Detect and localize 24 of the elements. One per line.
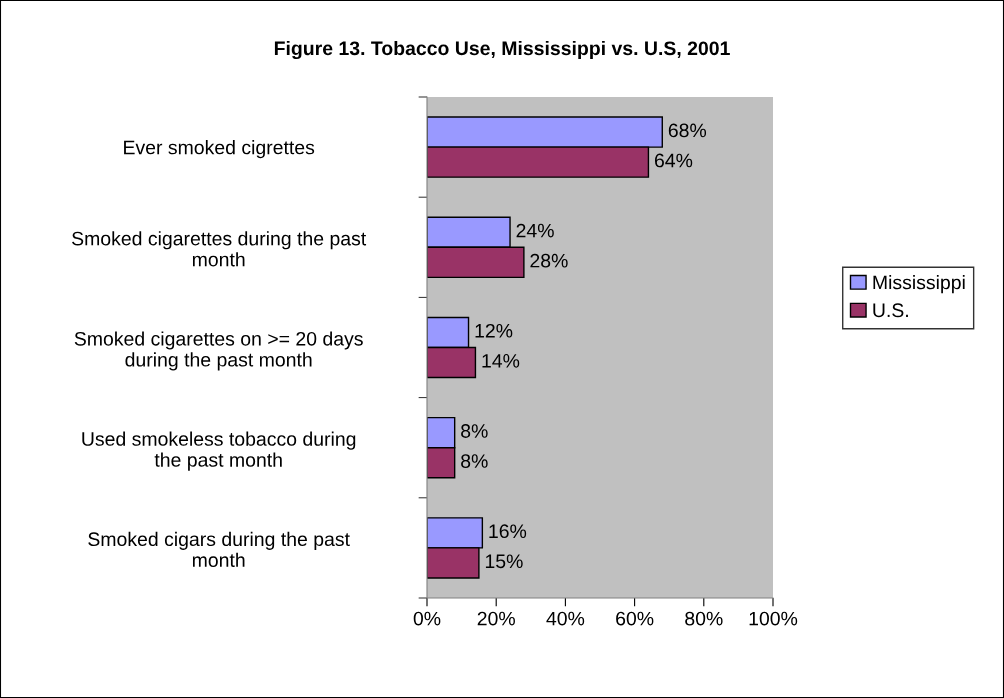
x-tick-label: 0% xyxy=(413,611,441,626)
x-tick-label: 100% xyxy=(749,611,798,626)
data-label: 12% xyxy=(475,323,513,338)
y-tick-label: Smoked cigarettes on >= 20 days during the past month xyxy=(74,331,363,371)
data-label: 15% xyxy=(485,554,523,569)
y-tick-label: Ever smoked cigrettes xyxy=(124,140,315,159)
x-tick-label: 20% xyxy=(477,611,515,626)
x-tick-label: 40% xyxy=(546,611,585,626)
x-tick-label: 60% xyxy=(616,611,654,626)
data-label: 68% xyxy=(668,123,707,138)
legend-label: U.S. xyxy=(873,303,908,318)
y-tick-label: Used smokeless tobacco during the past month xyxy=(82,431,356,471)
data-label: 24% xyxy=(516,223,554,238)
data-label: 14% xyxy=(482,354,520,368)
data-label: 8% xyxy=(461,424,488,438)
legend-label: Mississippi xyxy=(873,275,965,294)
chart-title: Figure 13. Tobacco Use, Mississippi vs. U.S, 2001 xyxy=(274,40,730,60)
data-label: 8% xyxy=(461,454,488,468)
y-tick-label: Smoked cigarettes during the past month xyxy=(72,231,367,267)
y-tick-label: Smoked cigars during the past month xyxy=(88,531,350,568)
data-label: 16% xyxy=(489,524,527,539)
x-tick-label: 80% xyxy=(685,611,723,626)
data-label: 64% xyxy=(654,153,693,168)
data-label: 28% xyxy=(530,253,568,268)
